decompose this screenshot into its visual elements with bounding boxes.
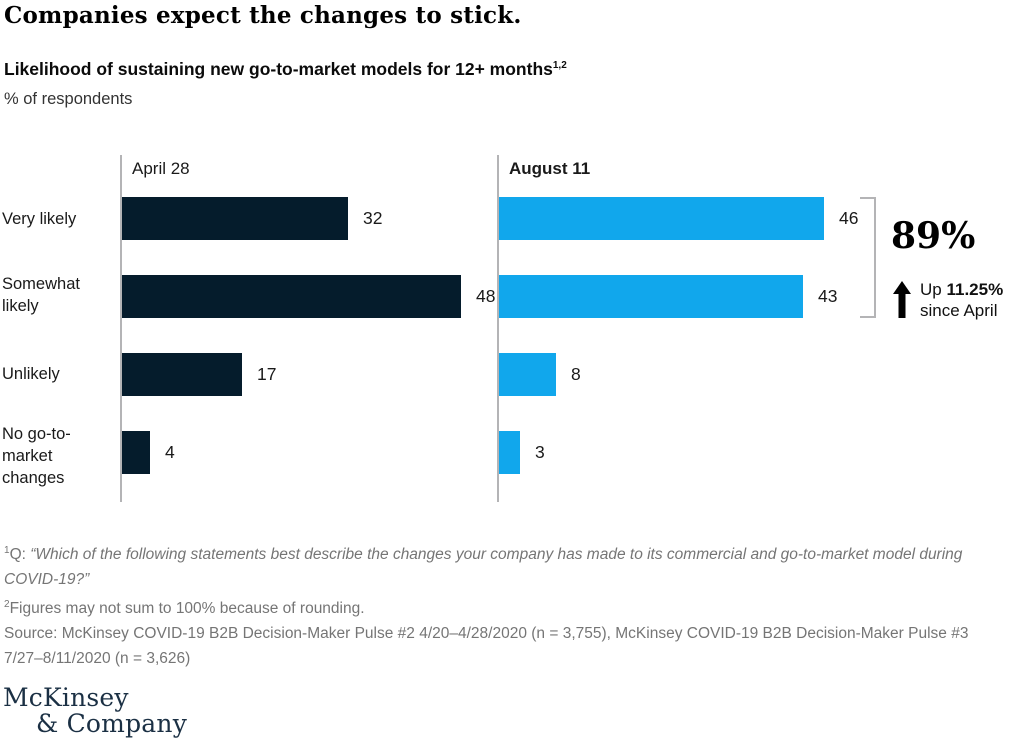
value-label-april-28-very-likely: 32 bbox=[363, 208, 383, 228]
category-label-very-likely: Very likely bbox=[2, 210, 77, 228]
footnote-2-marker: 2 bbox=[4, 599, 10, 611]
change-annotation-value: 11.25% bbox=[946, 280, 1004, 299]
bar-april-28-somewhat-likely bbox=[122, 275, 461, 318]
footnote-2: 2Figures may not sum to 100% because of … bbox=[4, 592, 990, 621]
bar-april-28-very-likely bbox=[122, 197, 348, 240]
footnote-1-marker: 1 bbox=[4, 545, 10, 556]
up-arrow-icon bbox=[893, 281, 911, 318]
value-label-april-28-unlikely: 17 bbox=[257, 364, 277, 384]
value-label-april-28-somewhat-likely: 48 bbox=[476, 286, 496, 306]
footnote-1: 1Q: “Which of the following statements b… bbox=[4, 538, 990, 592]
mckinsey-logo: McKinsey & Company bbox=[3, 685, 187, 737]
bar-august-11-very-likely bbox=[499, 197, 824, 240]
footnote-1-prefix: Q: bbox=[9, 546, 31, 564]
logo-line-1: McKinsey bbox=[3, 683, 129, 712]
footnote-2-text: Figures may not sum to 100% because of r… bbox=[9, 600, 365, 618]
value-label-august-11-no-go-to-market-changes: 3 bbox=[535, 442, 545, 462]
chart-subtitle: Likelihood of sustaining new go-to-marke… bbox=[4, 59, 567, 80]
bar-august-11-unlikely bbox=[499, 353, 556, 396]
change-annotation-line2: since April bbox=[920, 301, 998, 320]
category-label-unlikely: Unlikely bbox=[2, 365, 60, 383]
panel-april-header: April 28 bbox=[132, 159, 190, 178]
change-annotation: Up 11.25% since April bbox=[920, 279, 1024, 321]
value-label-august-11-very-likely: 46 bbox=[839, 208, 859, 228]
category-label-somewhat-likely: Somewhat likely bbox=[2, 275, 80, 315]
panel-august-header: August 11 bbox=[509, 159, 591, 178]
footnotes-block: 1Q: “Which of the following statements b… bbox=[4, 538, 990, 671]
bar-august-11-somewhat-likely bbox=[499, 275, 803, 318]
value-label-april-28-no-go-to-market-changes: 4 bbox=[165, 442, 175, 462]
footnote-1-quote: “Which of the following statements best … bbox=[4, 546, 963, 589]
category-label-no-go-to-market-changes: No go-to-market changes bbox=[2, 425, 71, 487]
value-label-august-11-unlikely: 8 bbox=[571, 364, 581, 384]
panel-april: April 28 32 48 17 4 bbox=[120, 155, 497, 502]
bar-april-28-no-go-to-market-changes bbox=[122, 431, 150, 474]
unit-label: % of respondents bbox=[4, 90, 133, 108]
bracket bbox=[860, 197, 876, 318]
panel-august: August 11 89% Up 11.25% since April 46 43… bbox=[497, 155, 1024, 502]
change-annotation-prefix: Up bbox=[920, 280, 947, 299]
bar-august-11-no-go-to-market-changes bbox=[499, 431, 520, 474]
total-percentage: 89% bbox=[891, 215, 976, 257]
value-label-august-11-somewhat-likely: 43 bbox=[818, 286, 838, 306]
page-title: Companies expect the changes to stick. bbox=[4, 2, 522, 29]
chart-subtitle-text: Likelihood of sustaining new go-to-marke… bbox=[4, 59, 553, 79]
bar-april-28-unlikely bbox=[122, 353, 242, 396]
logo-line-2: & Company bbox=[36, 709, 188, 738]
chart-subtitle-footnote-marker: 1,2 bbox=[552, 60, 567, 72]
source-line: Source: McKinsey COVID-19 B2B Decision-M… bbox=[4, 625, 969, 668]
